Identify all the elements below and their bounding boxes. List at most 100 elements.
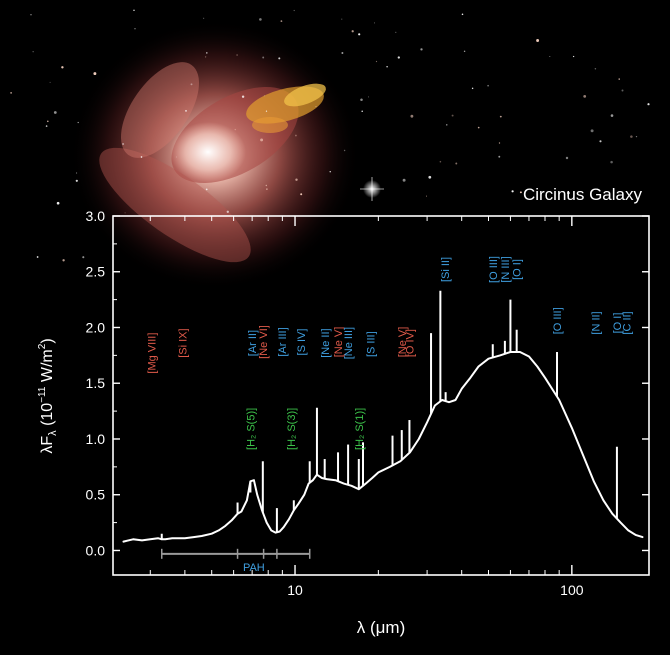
star <box>565 156 569 160</box>
emission-line-label: [O III] <box>488 256 500 283</box>
star <box>10 92 12 94</box>
emission-line-label: [O I] <box>612 313 624 334</box>
emission-line-label: [H₂ S(1)] <box>354 408 366 450</box>
star <box>621 89 624 92</box>
star <box>204 56 207 58</box>
star <box>511 190 514 193</box>
star <box>341 52 344 54</box>
star <box>53 111 57 114</box>
emission-line-label: [S III] <box>365 331 377 357</box>
star <box>263 95 265 97</box>
pah-label: PAH <box>243 562 265 574</box>
y-tick-label: 1.5 <box>86 375 106 391</box>
spectrum-line <box>122 351 644 543</box>
star <box>241 95 245 98</box>
star <box>610 160 613 164</box>
star <box>262 56 265 59</box>
star <box>175 156 177 158</box>
star <box>56 201 60 205</box>
star <box>402 178 406 182</box>
star <box>185 110 187 112</box>
y-tick-label: 2.5 <box>86 264 106 280</box>
star <box>594 68 597 70</box>
y-tick-label: 3.0 <box>86 208 106 224</box>
star <box>49 81 51 83</box>
star <box>278 57 281 60</box>
star-field <box>10 9 650 262</box>
star <box>471 87 474 90</box>
star <box>122 142 125 146</box>
star <box>266 188 268 190</box>
star <box>82 256 85 259</box>
star <box>259 18 262 21</box>
star <box>265 184 267 187</box>
star <box>295 178 298 181</box>
star <box>498 142 501 144</box>
star <box>62 259 65 262</box>
x-tick-label: 10 <box>287 582 303 598</box>
star <box>45 125 48 127</box>
emission-line-label: [Ne II] <box>320 328 332 357</box>
emission-line-label: [O I] <box>512 259 524 280</box>
star <box>36 256 39 258</box>
star <box>260 138 264 142</box>
star <box>203 17 205 19</box>
emission-line-label: [N III] <box>500 256 512 282</box>
y-tick-label: 0.5 <box>86 487 106 503</box>
star <box>386 65 388 68</box>
star <box>351 30 354 33</box>
star <box>30 14 32 16</box>
star <box>428 175 432 179</box>
emission-line-label: [Ar II] <box>247 330 259 356</box>
star <box>32 51 34 53</box>
emission-line-label: [S IV] <box>296 329 308 356</box>
star <box>280 20 283 22</box>
x-axis-label: λ (μm) <box>357 618 406 637</box>
emission-line-label: [H₂ S(3)] <box>286 408 298 450</box>
star <box>647 103 650 106</box>
star <box>360 98 363 102</box>
star <box>426 195 427 197</box>
star <box>519 191 522 194</box>
star <box>61 66 64 69</box>
emission-line-label: [O IV] <box>404 329 416 357</box>
star <box>368 96 369 98</box>
star <box>134 28 136 30</box>
emission-line-label: [Ne V] <box>397 327 409 358</box>
emission-line-label: [C II] <box>622 311 634 334</box>
star <box>375 60 378 63</box>
star <box>599 140 602 143</box>
star <box>47 120 49 123</box>
star <box>294 134 297 137</box>
star <box>630 135 633 138</box>
star <box>446 124 448 126</box>
x-axis: 10 100 <box>149 216 584 598</box>
star <box>76 172 78 174</box>
y-tick-label: 1.0 <box>86 431 106 447</box>
emission-line-label: [Mg VIII] <box>147 333 159 374</box>
star <box>461 13 464 16</box>
star <box>341 18 343 20</box>
star <box>133 9 135 12</box>
plot-frame <box>112 215 650 576</box>
star <box>487 84 489 87</box>
star <box>463 50 466 53</box>
star <box>329 171 331 173</box>
star <box>315 106 317 108</box>
star <box>498 155 501 158</box>
emission-line-label: [Ne III] <box>343 327 355 359</box>
star <box>572 55 575 58</box>
star <box>610 114 614 117</box>
star <box>77 121 79 124</box>
emission-line-labels: [Mg VIII] [Si IX] [Ar II][Ne VI] [Ar III] [S… <box>147 256 634 450</box>
emission-line-label: [Ar III] <box>277 327 289 356</box>
star <box>358 33 361 36</box>
star <box>300 193 303 196</box>
star <box>226 210 229 213</box>
y-tick-label: 0.0 <box>86 542 106 558</box>
emission-line-label: [N II] <box>591 311 603 334</box>
star <box>190 83 193 86</box>
star <box>477 126 480 129</box>
star <box>205 188 208 191</box>
